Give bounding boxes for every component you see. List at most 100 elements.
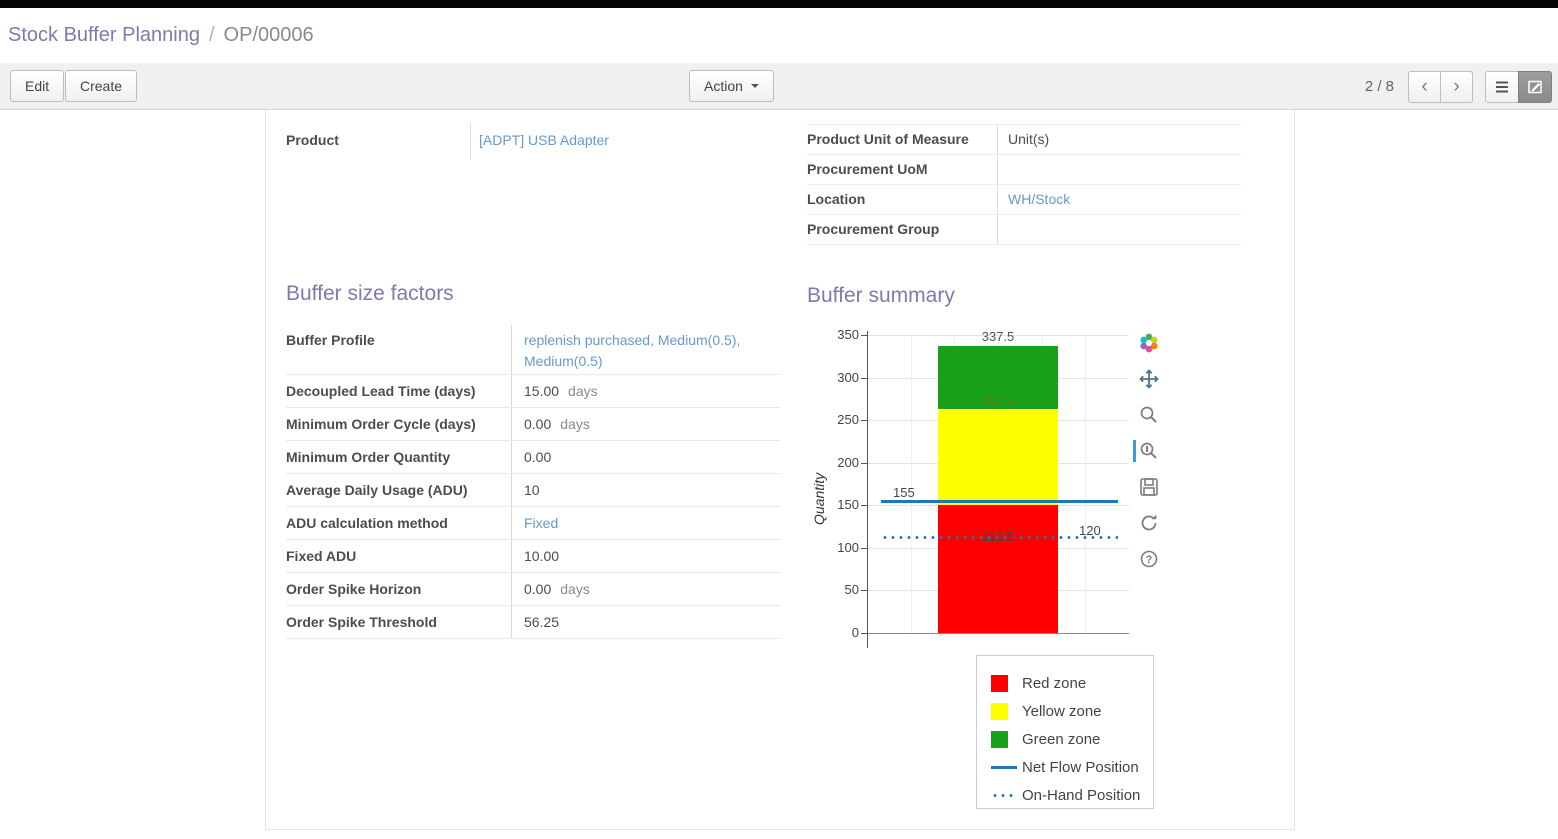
gridline-vertical (910, 335, 912, 633)
list-view-button[interactable] (1485, 70, 1519, 103)
factor-label: Order Spike Horizon (286, 573, 512, 605)
factor-value: 56.25 (512, 606, 781, 638)
field-label: Location (807, 185, 998, 214)
factor-value: 0.00 days (512, 408, 781, 440)
top-nav-bar (0, 0, 1558, 8)
factor-row: Order Spike Threshold 56.25 (286, 606, 781, 639)
chart-annotation: 262.5 (981, 393, 1015, 409)
legend-label: Net Flow Position (1022, 758, 1139, 776)
help-icon[interactable]: ? (1138, 548, 1160, 570)
product-group: Product [ADPT] USB Adapter (286, 124, 761, 160)
factor-row: ADU calculation method Fixed (286, 507, 781, 540)
factor-value-text[interactable]: replenish purchased, Medium(0.5), Medium… (524, 332, 741, 369)
form-view-icon (1528, 80, 1542, 93)
field-value[interactable]: WH/Stock (1008, 191, 1071, 207)
y-axis-tick-label: 0 (851, 625, 859, 640)
action-dropdown-button[interactable]: Action (689, 70, 774, 102)
green-zone-bar (938, 345, 1058, 410)
field-row: Procurement Group (807, 215, 1241, 245)
on-hand-position-line (881, 536, 1118, 540)
buffer-summary-title: Buffer summary (807, 284, 955, 307)
legend-item: On-Hand Position (977, 781, 1153, 809)
form-sheet: Product [ADPT] USB Adapter Product Unit … (265, 110, 1295, 830)
factor-row: Decoupled Lead Time (days) 15.00 days (286, 375, 781, 408)
chart-toolbar: ? (1133, 332, 1164, 570)
chart-annotation: 155 (893, 485, 915, 501)
product-link[interactable]: [ADPT] USB Adapter (479, 132, 609, 148)
legend-item: Red zone (977, 669, 1153, 697)
bokeh-logo-icon[interactable] (1138, 332, 1160, 354)
factor-value: 15.00 days (512, 375, 781, 407)
field-row: Procurement UoM (807, 155, 1241, 185)
create-button[interactable]: Create (65, 70, 138, 102)
chevron-right-icon: › (1453, 75, 1460, 97)
legend-swatch-green-zone (991, 730, 1008, 748)
y-axis-tick-label: 350 (837, 327, 859, 342)
factor-unit-label: days (560, 581, 590, 597)
factor-value: Fixed (512, 507, 781, 539)
field-row-product: Product [ADPT] USB Adapter (286, 124, 761, 160)
factor-unit-label: days (560, 416, 590, 432)
legend-swatch-wrap (991, 765, 1017, 769)
view-switcher (1485, 70, 1552, 103)
pager-next-button[interactable]: › (1440, 70, 1473, 103)
gridline (867, 633, 1129, 634)
factor-value-text: 0.00 (524, 416, 552, 432)
legend-swatch-red-zone (991, 674, 1008, 692)
pager-buttons: ‹ › (1408, 70, 1473, 103)
save-icon[interactable] (1138, 476, 1160, 498)
legend-label: On-Hand Position (1022, 786, 1141, 804)
factor-row: Average Daily Usage (ADU) 10 (286, 474, 781, 507)
field-row: Location WH/Stock (807, 185, 1241, 215)
pager-counter: 2 / 8 (1364, 78, 1394, 95)
factor-unit-label: days (568, 383, 598, 399)
legend-item: Net Flow Position (977, 753, 1153, 781)
buffer-summary-chart: Quantity ? 0 50 100 150 200 250 300 350 337.5 262… (807, 325, 1177, 660)
pager-previous-button[interactable]: ‹ (1408, 70, 1441, 103)
chevron-down-icon (750, 84, 759, 88)
chart-legend: Red zone Yellow zone Green zone Net Flow Po… (976, 655, 1154, 809)
factor-value: 0.00 (512, 441, 781, 473)
wheel-zoom-icon[interactable] (1133, 440, 1160, 462)
factor-row: Order Spike Horizon 0.00 days (286, 573, 781, 606)
factor-value: 0.00 days (512, 573, 781, 605)
form-view-button[interactable] (1518, 70, 1552, 103)
y-axis-tick (861, 462, 867, 464)
breadcrumb-separator: / (208, 24, 215, 46)
factor-label: Buffer Profile (286, 325, 512, 374)
reset-icon[interactable] (1138, 512, 1160, 534)
chevron-left-icon: ‹ (1421, 75, 1428, 97)
factor-row: Minimum Order Quantity 0.00 (286, 441, 781, 474)
factor-label: Minimum Order Cycle (days) (286, 408, 512, 440)
action-label: Action (704, 78, 743, 94)
y-axis-tick (861, 633, 867, 634)
chart-annotation: 120 (1079, 523, 1101, 539)
svg-text:?: ? (1146, 554, 1153, 566)
y-axis-tick-label: 300 (837, 369, 859, 385)
factor-value: replenish purchased, Medium(0.5), Medium… (512, 325, 781, 374)
factor-value-text: 15.00 (524, 383, 560, 399)
y-axis-tick-label: 50 (844, 582, 859, 598)
yellow-zone-bar (938, 409, 1058, 506)
factor-value-text[interactable]: Fixed (524, 515, 559, 531)
factor-value-text: 0.00 (524, 581, 552, 597)
legend-swatch-yellow-zone (991, 702, 1008, 720)
pan-icon[interactable] (1138, 368, 1160, 390)
factor-label: ADU calculation method (286, 507, 512, 539)
legend-swatch-wrap (991, 793, 1017, 797)
field-label: Procurement UoM (807, 155, 998, 184)
box-zoom-icon[interactable] (1138, 404, 1160, 426)
y-axis-line (867, 331, 868, 648)
legend-swatch-wrap (991, 674, 1017, 692)
legend-label: Red zone (1022, 674, 1087, 692)
edit-button[interactable]: Edit (10, 70, 65, 102)
buffer-size-factors-title: Buffer size factors (286, 282, 454, 305)
legend-swatch-on-hand-position (991, 793, 1017, 797)
y-axis-tick-label: 200 (837, 454, 859, 470)
y-axis-tick (861, 547, 867, 549)
factor-value-text: 0.00 (524, 449, 552, 465)
factor-label: Average Daily Usage (ADU) (286, 474, 512, 506)
factor-label: Minimum Order Quantity (286, 441, 512, 473)
breadcrumb-parent-link[interactable]: Stock Buffer Planning (8, 24, 200, 46)
